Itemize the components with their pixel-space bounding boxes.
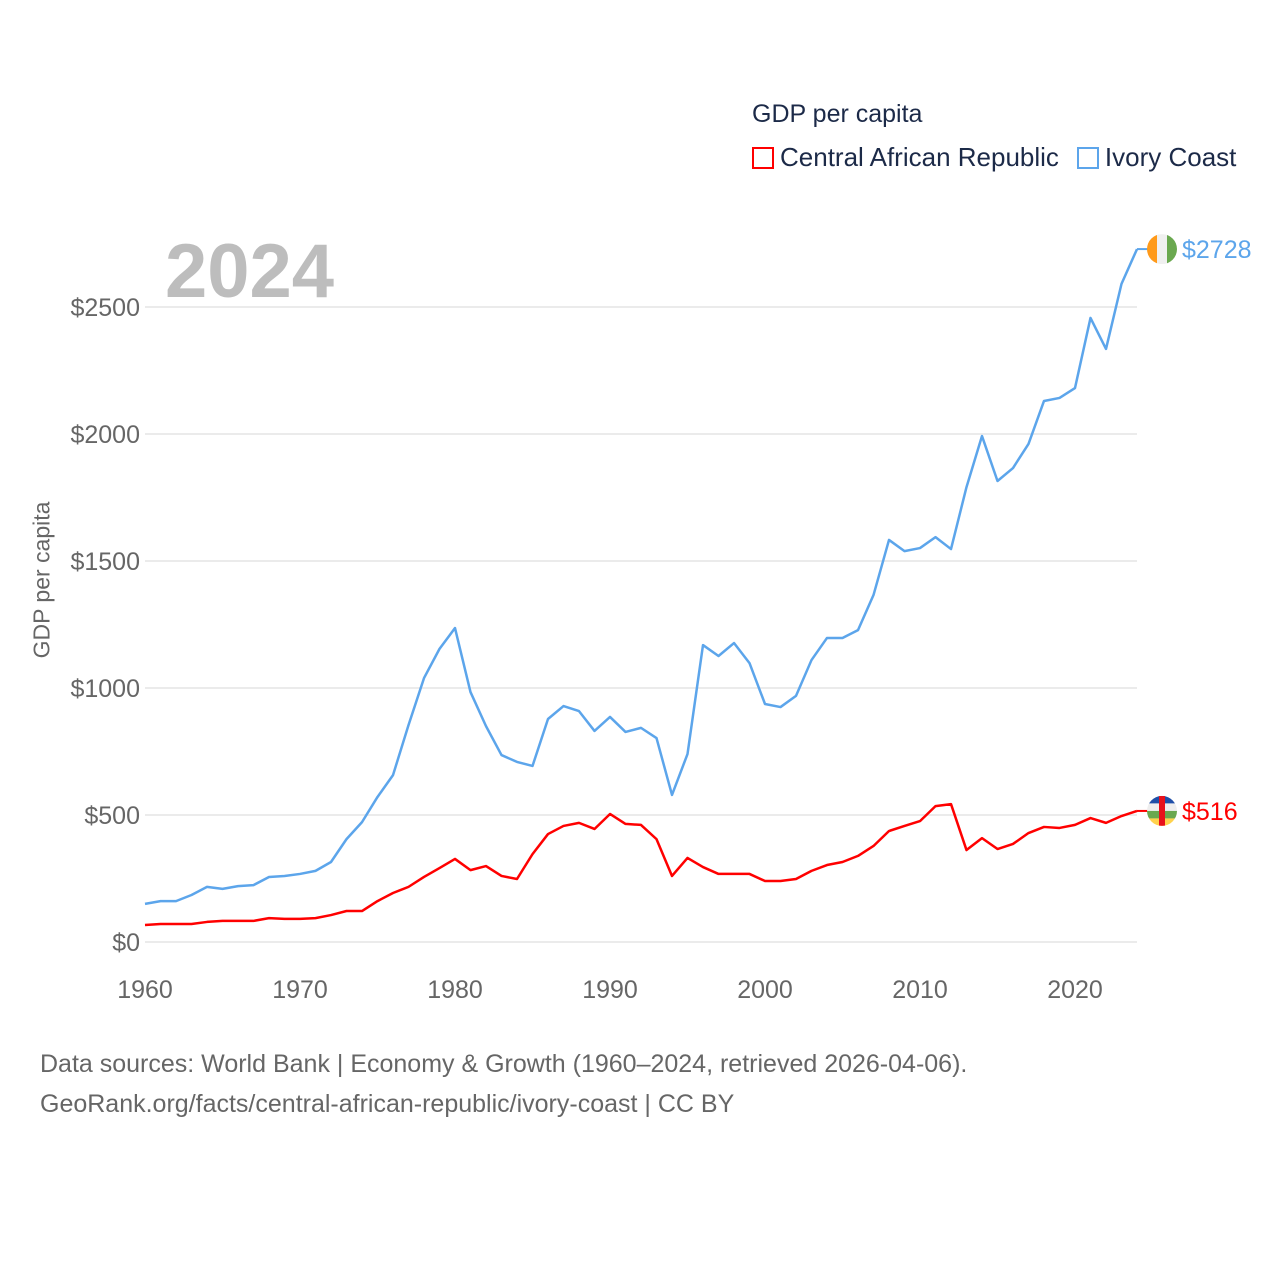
legend-swatch-ivory-coast: [1076, 146, 1099, 169]
x-tick-label: 2010: [892, 976, 948, 1004]
legend-title: GDP per capita: [752, 100, 923, 128]
legend-swatch-car: [752, 146, 774, 169]
legend-label-car: Central African Republic: [780, 142, 1059, 172]
y-tick-label: $500: [84, 802, 140, 830]
footer-sources: Data sources: World Bank | Economy & Gro…: [40, 1050, 968, 1078]
footer: Data sources: World Bank | Economy & Gro…: [40, 1044, 967, 1124]
end-value-label: $516: [1182, 798, 1238, 826]
y-tick-label: $1000: [70, 675, 140, 703]
legend: Central African Republic Ivory Coast: [752, 142, 1236, 173]
ivory-coast-flag-icon: [1147, 234, 1177, 265]
year-label: 2024: [165, 229, 335, 314]
y-axis-label: GDP per capita: [28, 501, 55, 659]
legend-item-car[interactable]: Central African Republic: [752, 142, 1059, 173]
footer-link[interactable]: GeoRank.org/facts/central-african-republ…: [40, 1090, 735, 1118]
x-tick-label: 1970: [272, 976, 328, 1004]
series-line-car: [144, 802, 1138, 927]
series-line-ivory-coast: [144, 248, 1139, 906]
end-value-label: $2728: [1182, 236, 1252, 264]
x-tick-label: 2000: [737, 976, 793, 1004]
y-tick-label: $2000: [70, 421, 140, 449]
x-tick-label: 2020: [1047, 976, 1103, 1004]
x-tick-label: 1990: [582, 976, 638, 1004]
x-tick-label: 1960: [117, 976, 173, 1004]
legend-label-ivory-coast: Ivory Coast: [1104, 142, 1237, 172]
legend-item-ivory-coast[interactable]: Ivory Coast: [1076, 142, 1237, 173]
car-flag-icon: [1147, 795, 1177, 826]
x-tick-label: 1980: [427, 976, 483, 1004]
y-tick-label: $0: [112, 929, 140, 957]
y-tick-label: $1500: [70, 548, 140, 576]
y-tick-label: $2500: [70, 294, 140, 322]
